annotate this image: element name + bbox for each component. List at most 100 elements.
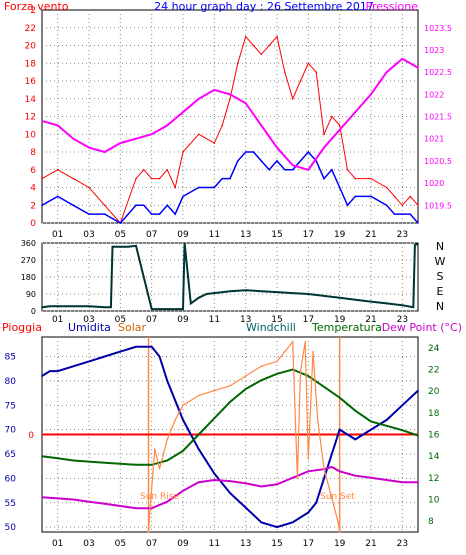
wind-x-tick: 19	[334, 230, 346, 240]
point-solar	[338, 531, 341, 533]
point-pressure	[417, 66, 419, 69]
pressure-title: Pressione	[366, 0, 419, 13]
point-umidita	[72, 365, 75, 368]
header-label: Solar	[118, 321, 147, 334]
temp-tick: 20	[428, 387, 440, 397]
point-wind_gust	[417, 204, 419, 207]
point-wind_avg	[197, 186, 200, 189]
point-wind_gust	[385, 186, 388, 189]
wind-tick: 0	[30, 219, 36, 229]
wind-x-tick: 11	[209, 230, 220, 240]
point-wind_gust	[158, 177, 161, 180]
wind-x-tick: 21	[365, 230, 376, 240]
compass-label: N	[436, 240, 444, 253]
point-direction	[370, 300, 372, 303]
point-dew-point	[182, 490, 184, 492]
point-wind_gust	[338, 124, 341, 127]
point-wind_gust	[346, 168, 349, 171]
point-umidita	[338, 428, 341, 431]
point-solar	[304, 341, 307, 343]
point-pressure	[72, 137, 75, 140]
point-pressure	[401, 58, 404, 60]
point-temperatura	[260, 379, 263, 382]
pressure-tick: 1023	[424, 46, 444, 55]
humidity-tick: 75	[5, 401, 16, 411]
direction-tick: 270	[21, 256, 36, 265]
point-wind_avg	[354, 195, 357, 198]
point-wind_gust	[299, 80, 302, 82]
point-dew-point	[103, 503, 106, 505]
point-wind_gust	[315, 71, 317, 73]
point-temperatura	[401, 429, 404, 431]
point-wind_avg	[291, 168, 294, 171]
point-dew-point	[166, 500, 169, 503]
climate-x-tick: 11	[209, 539, 220, 549]
point-direction	[111, 245, 114, 248]
point-wind_gust	[72, 177, 75, 180]
point-umidita	[385, 419, 388, 421]
pressure-tick: 1022	[424, 90, 444, 99]
point-wind_avg	[268, 168, 270, 171]
point-wind_gust	[221, 124, 223, 127]
point-wind_avg	[244, 151, 247, 153]
wind-tick: 18	[25, 59, 37, 69]
temp-tick: 8	[428, 517, 434, 527]
point-umidita	[197, 448, 200, 450]
pressure-tick: 1023.5	[424, 24, 452, 33]
humidity-tick: 80	[5, 377, 17, 387]
climate-x-tick: 07	[146, 539, 157, 549]
point-wind_avg	[307, 151, 310, 153]
wind-panel-lines	[41, 35, 419, 224]
point-umidita	[56, 370, 59, 372]
point-temperatura	[41, 455, 43, 457]
series-direction	[41, 242, 419, 311]
point-pressure	[291, 164, 294, 167]
point-wind_gust	[166, 168, 169, 171]
wind-x-ticks: 01 03 05 07 09 11 13 15 17 19 21 23	[52, 230, 408, 240]
point-umidita	[244, 506, 247, 509]
temperature-y-ticks: 8 10 12 14 16 18 20 22 24	[428, 344, 440, 527]
point-wind_gust	[213, 142, 216, 144]
point-wind_gust	[393, 195, 396, 198]
point-wind_gust	[135, 177, 137, 180]
point-temperatura	[354, 409, 357, 412]
point-direction	[229, 290, 231, 292]
point-wind_avg	[221, 177, 223, 180]
point-solar	[312, 350, 314, 353]
point-wind_gust	[252, 44, 255, 47]
wind-x-tick: 05	[115, 230, 126, 240]
point-wind_avg	[401, 213, 404, 215]
point-wind_gust	[260, 53, 263, 56]
point-pressure	[41, 120, 43, 122]
direction-x-tick: 13	[240, 315, 251, 325]
wind-tick: 16	[25, 77, 37, 87]
point-wind_avg	[182, 195, 184, 198]
point-dew-point	[41, 496, 43, 499]
point-wind_avg	[174, 213, 176, 215]
point-temperatura	[338, 396, 341, 399]
pressure-tick: 1020.5	[424, 157, 452, 166]
pressure-tick: 1019.5	[424, 201, 452, 210]
point-dew-point	[331, 466, 333, 468]
point-temperatura	[88, 460, 90, 463]
climate-x-tick: 09	[177, 539, 189, 549]
point-wind_gust	[103, 204, 106, 207]
direction-x-tick: 11	[209, 315, 220, 325]
point-wind_avg	[158, 213, 161, 215]
point-temperatura	[244, 388, 247, 390]
point-pressure	[182, 111, 184, 113]
pressure-y-ticks: 1019.5 1020 1020.5 1021 1021.5 1022 1022.5 1023…	[424, 24, 452, 211]
point-wind_avg	[299, 160, 302, 162]
point-temperatura	[72, 459, 75, 462]
point-wind_gust	[41, 177, 43, 180]
point-pressure	[229, 93, 231, 96]
point-solar	[284, 350, 286, 353]
point-direction	[412, 306, 415, 309]
wind-tick: 10	[25, 130, 37, 140]
wind-title: Forza vento	[4, 0, 69, 13]
point-dew-point	[88, 500, 90, 503]
point-solar	[150, 487, 153, 489]
temp-tick: 18	[428, 409, 440, 419]
point-wind_avg	[323, 177, 325, 180]
temp-tick: 10	[428, 496, 440, 506]
